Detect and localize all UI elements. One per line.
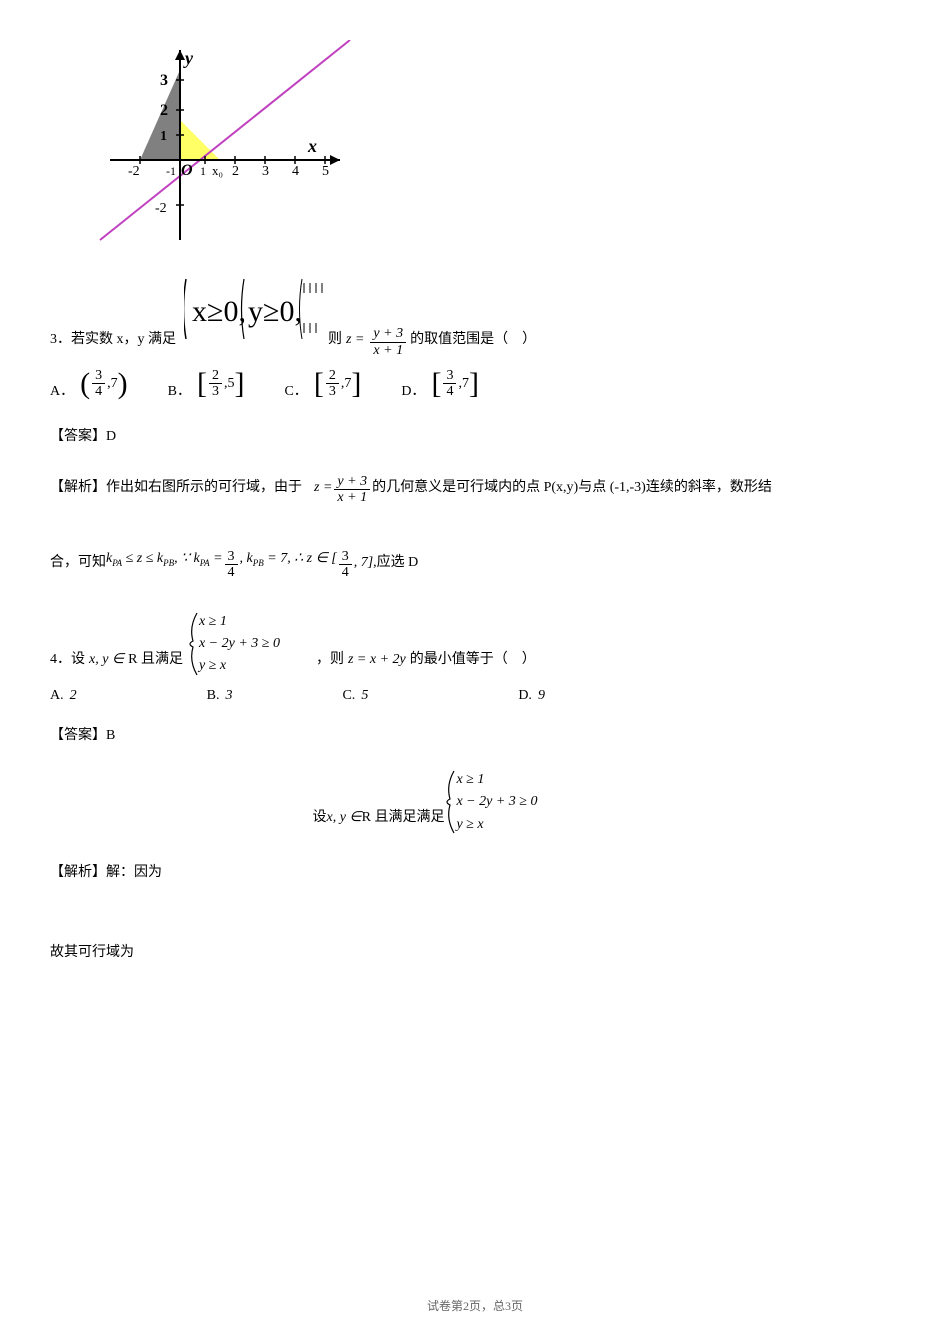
y-tick-neg2: -2: [155, 201, 167, 216]
p3-prefix: 3．若实数 x，y 满足: [50, 322, 176, 358]
svg-text:y≥0,: y≥0,: [248, 295, 302, 328]
x-tick-4: 4: [292, 164, 299, 179]
p3-z-frac: y + 3 x + 1: [370, 326, 406, 358]
p3-option-c: C． [ 23 , 7 ]: [284, 368, 361, 400]
p4-constraints: x ≥ 1 x − 2y + 3 ≥ 0 y ≥ x: [187, 611, 280, 678]
problem-3-statement: 3．若实数 x，y 满足 x≥0, y≥0, 则 z = y + 3 x + 1…: [50, 275, 900, 358]
x-1: 1: [200, 164, 206, 178]
p3-mid: 则: [328, 322, 342, 358]
x-axis-arrow: [330, 155, 340, 165]
p3-z-eq: z =: [346, 322, 364, 358]
p4-option-a: A. 2: [50, 688, 77, 704]
x-neg1: -1: [166, 164, 176, 178]
p4-option-c: C. 5: [342, 688, 368, 704]
p3-option-b: B． [ 23 , 5 ]: [168, 368, 245, 400]
svg-text:x≥0,: x≥0,: [192, 295, 246, 328]
problem-4-statement: 4．设 x, y ∈ R 且满足 x ≥ 1 x − 2y + 3 ≥ 0 y …: [50, 611, 900, 678]
p4-option-d: D. 9: [518, 688, 545, 704]
x-tick-5: 5: [322, 164, 329, 179]
x-tick-3: 3: [262, 164, 269, 179]
p4-answer: 【答案】B: [50, 724, 900, 744]
p3-constraints-image: x≥0, y≥0,: [184, 275, 324, 358]
page-footer: 试卷第2页，总3页: [50, 1297, 900, 1314]
p4-options: A. 2 B. 3 C. 5 D. 9: [50, 688, 900, 704]
graph-svg: 3 2 1 -2 -2 -1 1 x₀ 2 3 4 5 y x O: [80, 40, 360, 250]
p4-analysis-constraint-block: x ≥ 1 x − 2y + 3 ≥ 0 y ≥ x: [444, 769, 537, 836]
p4-feasible: 故其可行域为: [50, 941, 900, 961]
p4-analysis-label: 【解析】解：因为: [50, 861, 900, 881]
y-tick-1: 1: [160, 129, 167, 144]
p3-analysis-2: 合，可知 kPA ≤ z ≤ kPB, ∵ kPA = 34 , kPB = 7…: [50, 541, 900, 581]
y-axis-label: y: [183, 48, 194, 68]
x-tick-2: 2: [232, 164, 239, 179]
p3-option-a: A． ( 34 , 7 ): [50, 368, 128, 400]
p4-option-b: B. 3: [207, 688, 233, 704]
x-tick-neg2: -2: [128, 164, 140, 179]
y-tick-2: 2: [160, 102, 168, 119]
p3-analysis-1: 【解析】作出如右图所示的可行域，由于 z = y + 3 x + 1 的几何意义…: [50, 470, 900, 506]
y-axis-arrow: [175, 50, 185, 60]
p3-answer: 【答案】D: [50, 425, 900, 445]
p3-option-d: D． [ 34 , 7 ]: [401, 368, 479, 400]
p3-options: A． ( 34 , 7 ) B． [ 23 , 5 ] C． [ 23 , 7 …: [50, 368, 900, 400]
x-axis-label: x: [307, 136, 317, 156]
origin-label: O: [181, 162, 193, 179]
y-tick-3: 3: [160, 72, 168, 89]
p3-suffix: 的取值范围是（ ）: [410, 322, 536, 358]
coordinate-graph: 3 2 1 -2 -2 -1 1 x₀ 2 3 4 5 y x O: [80, 40, 900, 255]
shaded-region-yellow: [180, 120, 220, 160]
x0-label: x₀: [212, 163, 223, 178]
p4-analysis-constraints: 设 x, y ∈ R 且满足满足 x ≥ 1 x − 2y + 3 ≥ 0 y …: [0, 769, 900, 836]
